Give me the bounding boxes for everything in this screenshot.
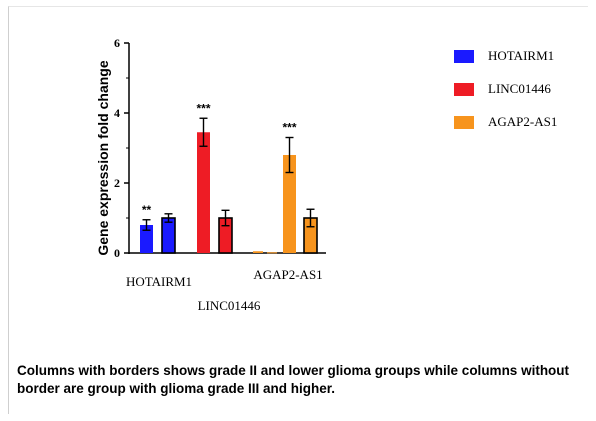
y-tick-label: 4: [114, 106, 120, 120]
significance-marker: ***: [282, 121, 296, 135]
chart-legend: HOTAIRM1 LINC01446 AGAP2-AS1: [454, 48, 557, 147]
figure-frame: [8, 6, 588, 414]
bar-agap2-as1: [283, 155, 296, 253]
y-tick-label: 6: [114, 36, 120, 50]
legend-item: LINC01446: [454, 81, 557, 97]
legend-item: HOTAIRM1: [454, 48, 557, 64]
legend-label: HOTAIRM1: [488, 48, 555, 63]
legend-swatch: [454, 49, 474, 63]
legend-item: AGAP2-AS1: [454, 114, 557, 130]
x-category-label: AGAP2-AS1: [253, 267, 322, 282]
x-category-label: HOTAIRM1: [126, 274, 192, 289]
bar-hotairm1: [161, 217, 176, 254]
legend-swatch: [454, 115, 474, 129]
bar-agap2-as1: [253, 251, 263, 253]
bar-linc01446: [197, 132, 210, 253]
chart-bars: [140, 117, 318, 254]
x-category-label: LINC01446: [198, 298, 261, 313]
legend-swatch: [454, 82, 474, 96]
bar-agap2-as1: [267, 252, 277, 254]
significance-marker: **: [142, 203, 152, 217]
legend-label: AGAP2-AS1: [488, 114, 558, 129]
significance-marker: ***: [196, 101, 210, 115]
y-tick-label: 0: [114, 246, 120, 260]
figure-caption: Columns with borders shows grade II and …: [17, 363, 570, 396]
legend-label: LINC01446: [488, 81, 551, 96]
y-axis-label: Gene expression fold change: [95, 60, 111, 255]
y-tick-label: 2: [114, 176, 120, 190]
bar-hotairm1: [140, 225, 153, 253]
